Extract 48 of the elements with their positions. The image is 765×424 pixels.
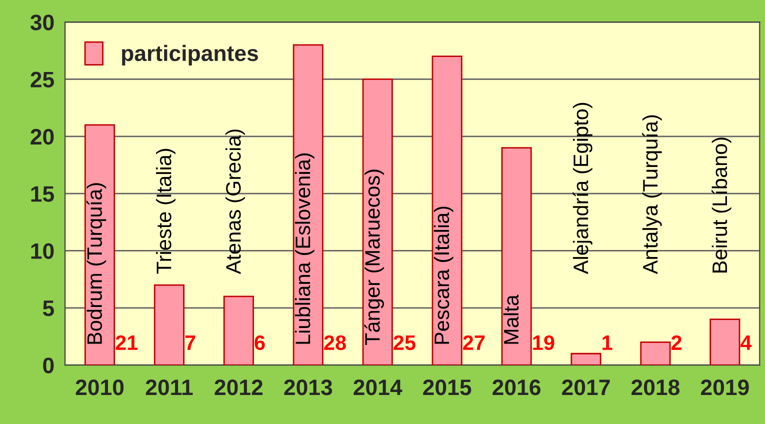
bar bbox=[292, 44, 324, 366]
annotation: Beirut (Líbano) bbox=[712, 138, 732, 272]
data-label: 2 bbox=[671, 335, 682, 350]
x-tick-label: 2015 bbox=[423, 380, 472, 396]
annotation: Pescara (Italia) bbox=[434, 206, 454, 344]
data-label: 6 bbox=[254, 335, 265, 350]
data-label: 28 bbox=[324, 335, 346, 350]
y-tick-label: 15 bbox=[31, 186, 54, 202]
bar bbox=[570, 352, 602, 366]
y-tick-label: 0 bbox=[43, 358, 54, 374]
legend-label: participantes bbox=[122, 44, 258, 66]
data-label: 7 bbox=[185, 336, 196, 350]
bar bbox=[154, 284, 184, 366]
bar bbox=[223, 296, 254, 366]
bar bbox=[640, 342, 671, 366]
annotation: Trieste (Italia) bbox=[156, 148, 176, 274]
y-tick-label: 10 bbox=[31, 243, 54, 259]
annotation: Malta bbox=[503, 294, 519, 344]
bar bbox=[84, 124, 116, 366]
annotation: Bodrum (Turquía) bbox=[86, 183, 106, 344]
data-label: 25 bbox=[394, 335, 416, 350]
data-label: 19 bbox=[533, 335, 554, 350]
y-tick-label: 30 bbox=[30, 14, 54, 30]
bar bbox=[432, 56, 462, 366]
y-tick-label: 25 bbox=[30, 72, 54, 88]
x-tick-label: 2011 bbox=[146, 380, 193, 396]
y-tick-label: 20 bbox=[30, 128, 54, 145]
data-label: 27 bbox=[463, 335, 485, 350]
annotation: Atenas (Grecia) bbox=[225, 130, 245, 274]
data-label: 21 bbox=[116, 335, 138, 350]
bar bbox=[362, 78, 393, 366]
annotation: Liubliana (Eslovenia) bbox=[294, 153, 314, 344]
y-tick-label: 5 bbox=[42, 300, 54, 316]
x-tick-label: 2019 bbox=[700, 380, 749, 396]
x-tick-label: 2012 bbox=[214, 380, 263, 396]
x-tick-label: 2016 bbox=[492, 380, 540, 396]
bar bbox=[710, 318, 740, 366]
data-label: 4 bbox=[740, 336, 752, 350]
x-tick-label: 2010 bbox=[76, 380, 124, 396]
x-tick-label: 2018 bbox=[632, 380, 680, 396]
x-tick-label: 2017 bbox=[562, 380, 610, 396]
annotation: Tánger (Maruecos) bbox=[364, 170, 384, 346]
bar bbox=[501, 147, 532, 366]
x-tick-label: 2013 bbox=[284, 380, 332, 396]
data-label: 1 bbox=[602, 336, 612, 350]
annotation: Antalya (Turquía) bbox=[642, 115, 662, 274]
annotation: Alejandría (Egipto) bbox=[572, 102, 592, 274]
x-tick-label: 2014 bbox=[354, 380, 402, 396]
